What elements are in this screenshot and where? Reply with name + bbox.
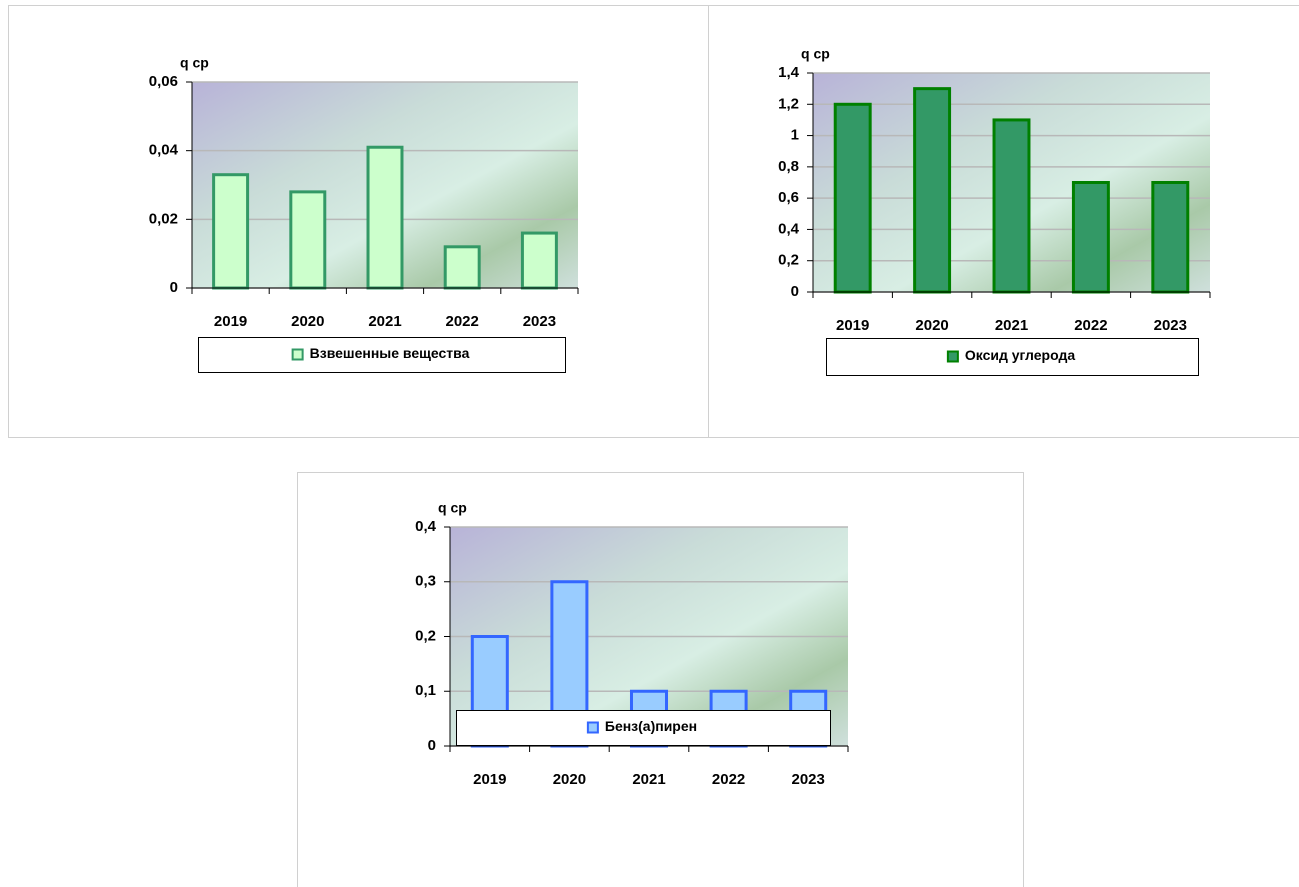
y-tick-label: 0: [791, 283, 799, 300]
legend-label: Взвешенные вещества: [310, 345, 470, 361]
bar: [368, 147, 402, 288]
bar: [1073, 183, 1108, 293]
y-tick-label: 0: [428, 737, 436, 754]
legend-label: Бенз(а)пирен: [605, 718, 697, 734]
y-axis-label: q ср: [180, 55, 209, 71]
legend-swatch: [948, 352, 958, 362]
bar: [915, 89, 950, 292]
y-tick-label: 0,2: [415, 627, 436, 644]
y-tick-label: 0,2: [778, 252, 799, 269]
bar: [214, 175, 248, 288]
legend-label: Оксид углерода: [965, 347, 1075, 363]
bar: [445, 247, 479, 288]
y-tick-label: 0,02: [149, 210, 178, 227]
document: q ср 0 0,02 0,04 0,06 2019 2020 2021 2022 2023 Взв…: [0, 0, 1299, 887]
bar: [994, 120, 1029, 292]
y-tick-label: 0,1: [415, 682, 436, 699]
y-tick-label: 1,2: [778, 95, 799, 112]
x-tick-label: 2020: [915, 317, 948, 334]
x-tick-label: 2022: [446, 313, 479, 330]
y-tick-label: 0,4: [415, 518, 437, 535]
legend-swatch: [293, 350, 303, 360]
x-tick-label: 2023: [1154, 317, 1187, 334]
y-axis-label: q ср: [801, 46, 830, 62]
y-tick-label: 1,4: [778, 64, 800, 81]
x-tick-label: 2021: [632, 771, 665, 788]
bar: [291, 192, 325, 288]
page: q ср 0 0,02 0,04 0,06 2019 2020 2021 2022 2023 Взв…: [0, 0, 1299, 887]
x-tick-label: 2021: [368, 313, 401, 330]
x-tick-label: 2022: [712, 771, 745, 788]
x-tick-label: 2019: [473, 771, 506, 788]
y-tick-label: 0,4: [778, 220, 800, 237]
x-tick-label: 2019: [214, 313, 247, 330]
x-tick-label: 2023: [523, 313, 556, 330]
legend-swatch: [588, 723, 598, 733]
y-axis-label: q ср: [438, 500, 467, 516]
bar: [522, 233, 556, 288]
y-tick-label: 0,3: [415, 573, 436, 590]
x-tick-label: 2019: [836, 317, 869, 334]
y-tick-label: 0,04: [149, 142, 179, 159]
y-tick-label: 0,06: [149, 73, 178, 90]
x-tick-label: 2020: [291, 313, 324, 330]
x-tick-label: 2021: [995, 317, 1028, 334]
y-tick-label: 0: [170, 279, 178, 296]
bar: [1153, 183, 1188, 293]
x-tick-label: 2022: [1074, 317, 1107, 334]
x-tick-label: 2020: [553, 771, 586, 788]
y-tick-label: 0,8: [778, 158, 799, 175]
y-tick-label: 0,6: [778, 189, 799, 206]
bar: [835, 104, 870, 292]
y-tick-label: 1: [791, 127, 799, 144]
x-tick-label: 2023: [792, 771, 825, 788]
